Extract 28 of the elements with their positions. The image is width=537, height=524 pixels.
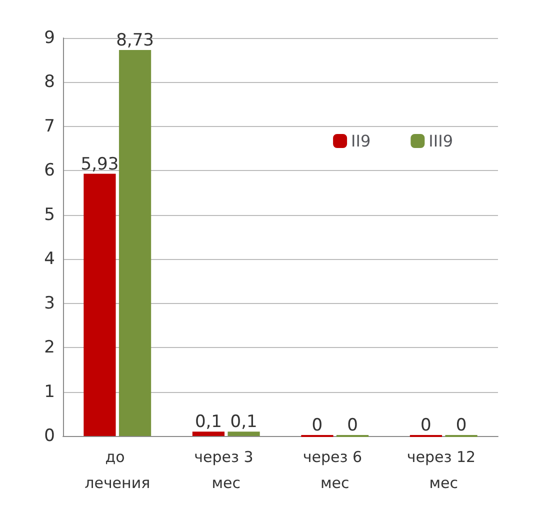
data-label: 0	[420, 416, 432, 436]
y-tick-label: 3	[44, 293, 55, 314]
y-tick-label: 6	[44, 160, 55, 181]
data-label: 0	[347, 416, 358, 436]
y-tick-label: 1	[44, 382, 55, 402]
x-tick-label: через 3 мес	[194, 448, 258, 492]
data-label: 5,93	[80, 154, 119, 174]
x-tick-label: через 6 мес	[302, 448, 367, 492]
data-label: 0,1	[230, 412, 258, 432]
y-tick-label: 0	[44, 426, 55, 446]
legend-label: III9	[428, 132, 454, 150]
y-tick-label: 2	[44, 338, 55, 358]
y-tick-label: 8	[44, 72, 55, 92]
bar	[228, 432, 260, 436]
y-tick-label: 9	[44, 28, 55, 48]
legend-label: II9	[351, 132, 371, 150]
data-label: 0	[456, 416, 467, 436]
bar	[84, 174, 116, 436]
x-tick-label: через 12 мес	[406, 448, 480, 492]
bar	[192, 432, 225, 436]
x-tick-label: до лечения	[84, 448, 150, 492]
data-label: 0,1	[194, 412, 222, 432]
bar	[118, 50, 152, 436]
y-tick-label: 4	[44, 249, 55, 270]
data-label: 8,73	[116, 30, 154, 50]
data-label: 0	[312, 416, 323, 436]
y-tick-label: 7	[44, 116, 55, 136]
y-tick-label: 5	[44, 204, 55, 225]
